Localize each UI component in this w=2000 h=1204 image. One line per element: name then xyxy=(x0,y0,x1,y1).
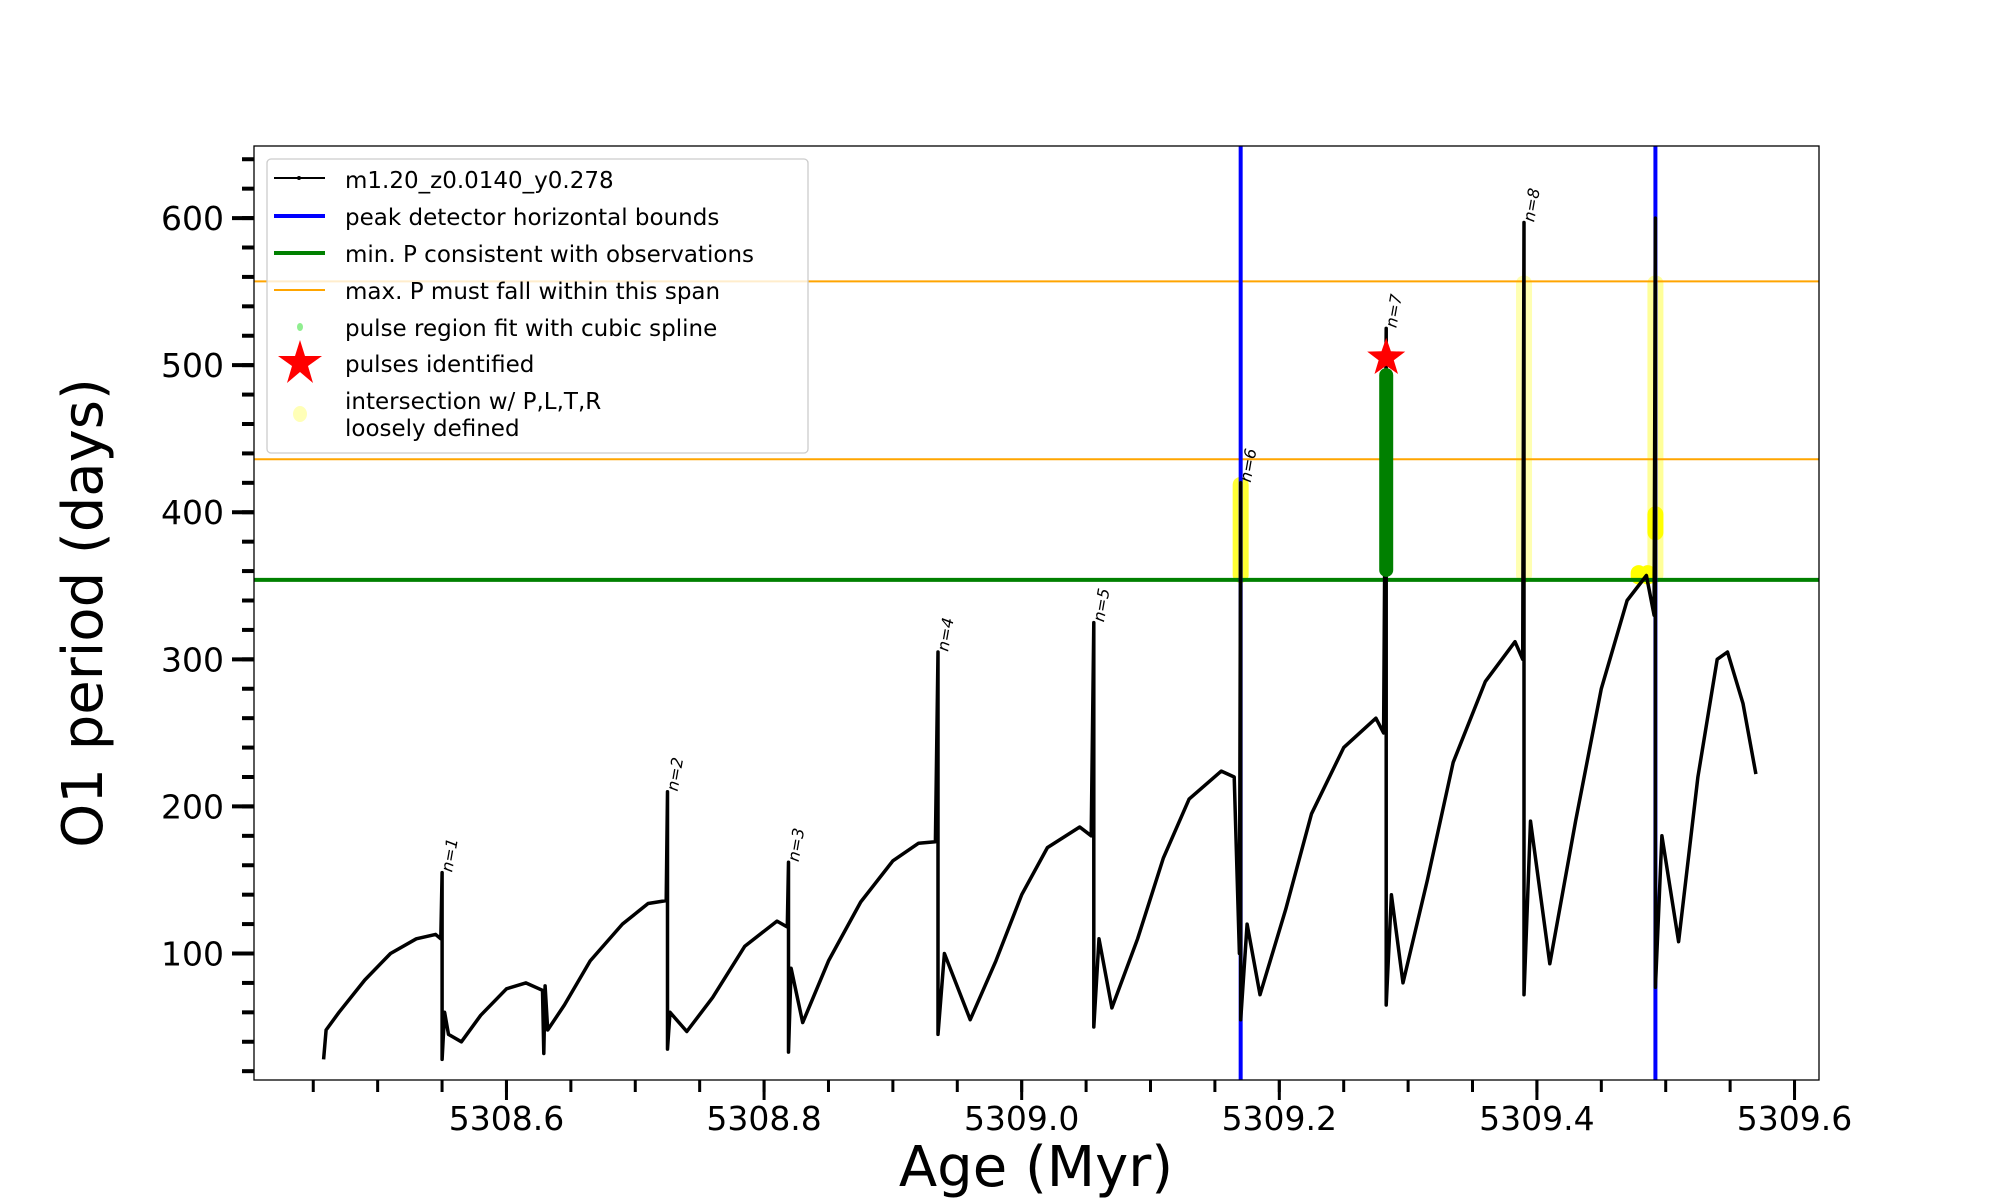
annotation-layer: n=1n=2n=3n=4n=5n=6n=7n=8 xyxy=(437,187,1544,874)
x-tick-label: 5308.8 xyxy=(706,1099,821,1138)
legend-box xyxy=(266,158,809,454)
legend-intersection-marker xyxy=(293,406,307,422)
spline-fit-region xyxy=(1379,368,1394,577)
legend-label-spline: pulse region fit with cubic spline xyxy=(345,316,717,342)
legend-star-icon xyxy=(278,340,322,383)
pulse-star-1 xyxy=(1367,337,1406,374)
legend-label-track: m1.20_z0.0140_y0.278 xyxy=(345,168,614,194)
y-tick-label: 600 xyxy=(161,199,224,238)
y-tick-label: 500 xyxy=(161,346,224,385)
x-tick-label: 5309.0 xyxy=(964,1099,1079,1138)
y-tick-label: 400 xyxy=(161,493,224,532)
y-tick-label: 100 xyxy=(161,935,224,974)
y-axis-label: O1 period (days) xyxy=(51,378,116,848)
series-line-0 xyxy=(321,216,1758,1062)
x-tick-label: 5309.2 xyxy=(1222,1099,1337,1138)
legend-label-minp: min. P consistent with observations xyxy=(345,242,754,268)
axes: 5308.6 5308.8 5309.0 5309.2 5309.4 5309.6 100 2… xyxy=(161,157,1852,1138)
pulse-label-8: n=8 xyxy=(1519,187,1544,224)
x-axis-label: Age (Myr) xyxy=(899,1135,1173,1200)
pulse-label-7: n=7 xyxy=(1381,292,1406,329)
pulse-label-3: n=3 xyxy=(784,826,809,863)
highlight-layer xyxy=(1232,275,1664,585)
legend-label-intersection-2: loosely defined xyxy=(345,416,520,442)
legend-label-intersection: intersection w/ P,L,T,R xyxy=(345,389,601,415)
legend-label-maxp: max. P must fall within this span xyxy=(345,279,720,305)
plot-frame xyxy=(253,145,1820,1081)
legend-track-marker xyxy=(297,176,301,180)
pulse-label-1: n=1 xyxy=(437,837,462,874)
x-tick-label: 5309.4 xyxy=(1479,1099,1594,1138)
x-tick-label: 5308.6 xyxy=(449,1099,564,1138)
x-tick-label: 5309.6 xyxy=(1737,1099,1852,1138)
y-tick-label: 300 xyxy=(161,640,224,679)
series-layer xyxy=(321,216,1758,1062)
pulse-label-5: n=5 xyxy=(1089,587,1114,624)
pulse-label-2: n=2 xyxy=(663,756,688,793)
pulse-label-4: n=4 xyxy=(933,616,958,653)
legend-spline-marker xyxy=(297,323,303,331)
legend-label-pulses: pulses identified xyxy=(345,352,534,378)
marker-layer xyxy=(1367,337,1406,577)
legend: m1.20_z0.0140_y0.278 peak detector horiz… xyxy=(266,158,809,454)
legend-label-bounds: peak detector horizontal bounds xyxy=(345,205,719,231)
y-tick-label: 200 xyxy=(161,787,224,826)
